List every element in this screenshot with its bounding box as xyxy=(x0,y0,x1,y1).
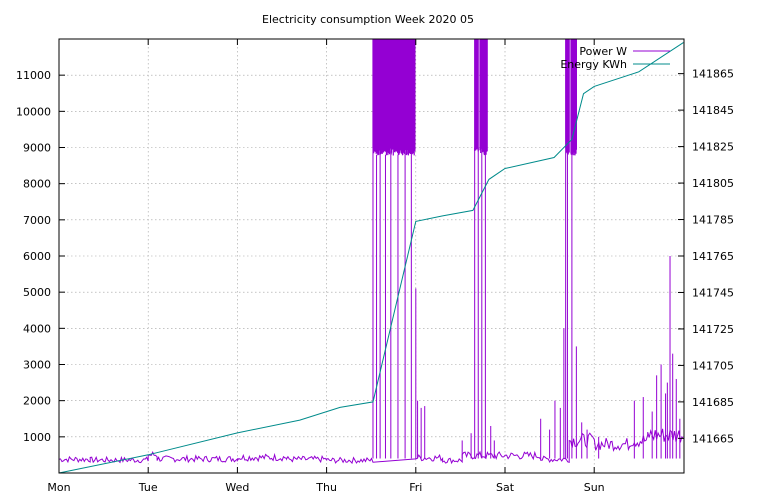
y2-tick-label: 141805 xyxy=(692,177,734,190)
axes-ticks: Mon Tue Wed Thu Fri Sat Sun 1000 2000 3000 4000 500… xyxy=(16,39,734,494)
x-tick-label: Fri xyxy=(409,481,422,494)
y2-tick-label: 141845 xyxy=(692,104,734,117)
x-tick-label: Thu xyxy=(315,481,337,494)
power-line xyxy=(58,428,684,465)
legend-label-power: Power W xyxy=(579,45,627,58)
legend-label-energy: Energy KWh xyxy=(560,58,627,71)
y-tick-label: 10000 xyxy=(16,105,51,118)
y-tick-label: 7000 xyxy=(23,214,51,227)
y-tick-label: 1000 xyxy=(23,431,51,444)
y-tick-label: 3000 xyxy=(23,359,51,372)
power-burst xyxy=(372,39,416,156)
y2-tick-label: 141765 xyxy=(692,250,734,263)
y2-tick-label: 141685 xyxy=(692,396,734,409)
y-tick-label: 5000 xyxy=(23,286,51,299)
chart-title: Electricity consumption Week 2020 05 xyxy=(262,13,474,26)
x-tick-label: Sat xyxy=(496,481,515,494)
y-tick-label: 11000 xyxy=(16,69,51,82)
x-tick-label: Mon xyxy=(47,481,70,494)
grid-lines xyxy=(59,39,684,473)
x-tick-label: Sun xyxy=(584,481,605,494)
y-tick-label: 4000 xyxy=(23,322,51,335)
power-burst xyxy=(474,39,479,152)
x-tick-label: Wed xyxy=(225,481,249,494)
power-burst xyxy=(565,39,570,155)
y-tick-label: 9000 xyxy=(23,142,51,155)
y2-tick-label: 141725 xyxy=(692,323,734,336)
y2-tick-label: 141665 xyxy=(692,432,734,445)
power-burst xyxy=(479,39,488,156)
y2-tick-label: 141865 xyxy=(692,68,734,81)
legend: Power W Energy KWh xyxy=(560,45,670,71)
y2-tick-label: 141785 xyxy=(692,214,734,227)
energy-series xyxy=(58,42,684,474)
y2-tick-label: 141705 xyxy=(692,359,734,372)
y-tick-label: 8000 xyxy=(23,178,51,191)
energy-line xyxy=(58,42,684,474)
power-burst xyxy=(570,39,577,156)
y2-tick-label: 141745 xyxy=(692,286,734,299)
power-series xyxy=(58,39,684,465)
x-tick-label: Tue xyxy=(138,481,158,494)
y-tick-label: 6000 xyxy=(23,250,51,263)
y-tick-label: 2000 xyxy=(23,395,51,408)
y2-tick-label: 141825 xyxy=(692,141,734,154)
